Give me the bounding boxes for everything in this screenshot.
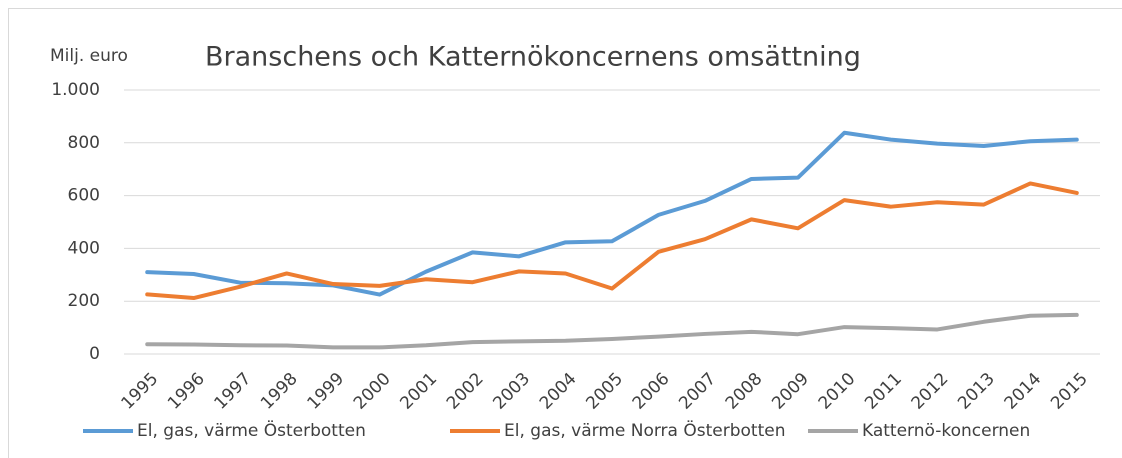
y-axis-label: Milj. euro	[50, 46, 128, 66]
x-tick-label: 2014	[1001, 369, 1046, 414]
series-line	[145, 181, 1079, 301]
x-tick-label: 2010	[815, 369, 860, 414]
series-line	[145, 130, 1079, 297]
x-tick-label: 2011	[861, 369, 906, 414]
x-tick-label: 1997	[211, 369, 256, 414]
legend-label: El, gas, värme Norra Österbotten	[504, 419, 785, 441]
x-tick-label: 2013	[954, 369, 999, 414]
x-tick-label: 2005	[582, 369, 627, 414]
legend-label: El, gas, värme Österbotten	[137, 419, 366, 441]
x-tick-label: 1996	[164, 369, 209, 414]
x-tick-label: 2012	[908, 369, 953, 414]
y-tick-label: 1.000	[51, 80, 100, 100]
y-tick-label: 200	[68, 291, 100, 311]
x-tick-label: 2007	[675, 369, 720, 414]
x-tick-label: 2002	[443, 369, 488, 414]
x-tick-label: 1998	[257, 369, 302, 414]
x-tick-label: 2004	[536, 369, 581, 414]
x-tick-label: 2008	[722, 369, 767, 414]
y-tick-label: 400	[68, 238, 100, 258]
legend-label: Katternö-koncernen	[862, 421, 1030, 441]
x-tick-label: 2003	[489, 369, 534, 414]
series-line	[145, 312, 1079, 350]
x-tick-label: 1995	[118, 369, 163, 414]
x-tick-label: 2009	[768, 369, 813, 414]
x-tick-label: 2006	[629, 369, 674, 414]
y-tick-label: 600	[68, 186, 100, 206]
x-tick-label: 1999	[303, 369, 348, 414]
y-tick-label: 0	[89, 344, 100, 364]
chart-border	[8, 8, 1122, 458]
y-tick-label: 800	[68, 133, 100, 153]
x-tick-label: 2015	[1047, 369, 1092, 414]
chart-title: Branschens och Katternökoncernens omsätt…	[205, 42, 861, 73]
x-tick-label: 2000	[350, 369, 395, 414]
x-tick-label: 2001	[396, 369, 441, 414]
